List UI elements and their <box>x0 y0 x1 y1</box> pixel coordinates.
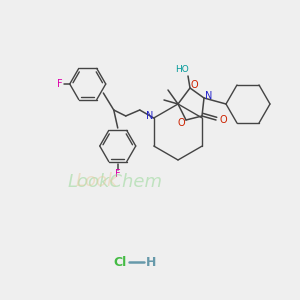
Text: F: F <box>57 79 63 89</box>
Text: F: F <box>115 169 121 179</box>
Text: N: N <box>205 91 213 101</box>
Text: H: H <box>146 256 156 268</box>
Text: Look: Look <box>76 172 118 190</box>
Text: O: O <box>219 115 227 125</box>
Text: HO: HO <box>175 65 189 74</box>
Text: N: N <box>146 111 153 121</box>
Text: O: O <box>190 80 198 90</box>
Text: Cl: Cl <box>113 256 127 268</box>
Text: LookChem: LookChem <box>68 173 163 191</box>
Text: O: O <box>177 118 185 128</box>
